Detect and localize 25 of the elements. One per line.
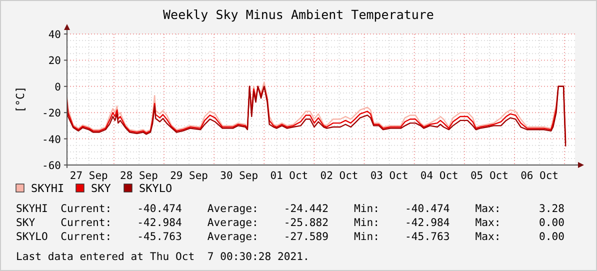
x-tick-label: 02 Oct [320,170,358,182]
x-tick-label: 30 Sep [220,170,258,182]
y-tick-label: 20 [48,55,61,68]
x-tick-label: 06 Oct [520,170,559,182]
y-tick-label: 40 [48,29,61,41]
x-tick-label: 28 Sep [120,170,158,182]
text: Last data entered at Thu Oct 7 00:30:28 2021. [16,251,310,263]
legend-label: SKY [91,182,112,195]
y-tick-label: -40 [42,134,61,146]
legend-label: SKYLO [139,182,172,195]
x-tick-label: 05 Oct [470,170,508,182]
legend-label: SKYHI [31,182,64,195]
y-tick-label: 0 [54,81,61,94]
text: SKY Current: -42.984 Average: -25.882 Min: -42.984 Max: 0.00 [16,217,565,229]
x-tick-label: 27 Sep [70,170,108,182]
x-tick-label: 29 Sep [170,170,208,182]
chart-title: Weekly Sky Minus Ambient Temperature [163,7,434,22]
text: SKYLO Current: -45.763 Average: -27.589 Min: -45.763 Max: 0.00 [16,231,565,243]
x-tick-label: 03 Oct [370,170,408,182]
y-tick-label: -60 [42,160,61,172]
x-tick-label: 01 Oct [270,170,308,182]
y-axis-title: [°C] [14,86,27,113]
x-tick-label: 04 Oct [420,170,458,182]
text: SKYHI Current: -40.474 Average: -24.442 Min: -40.474 Max: 3.28 [16,203,565,215]
y-tick-label: -20 [42,108,61,120]
